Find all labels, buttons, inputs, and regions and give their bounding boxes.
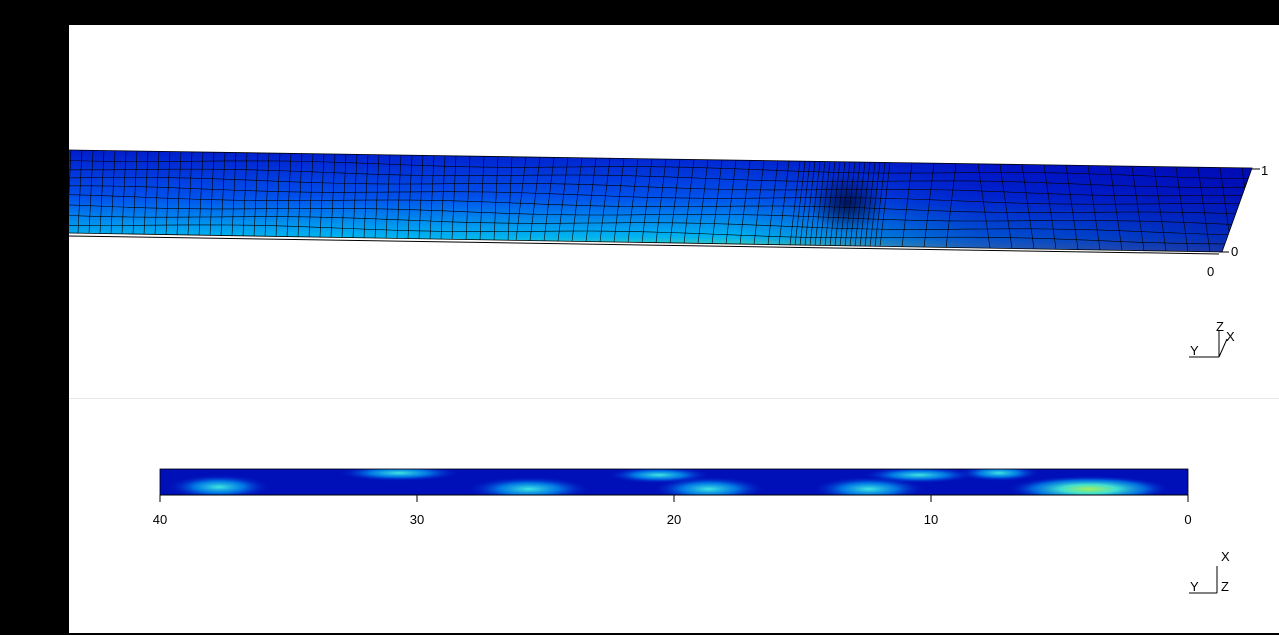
orientation-triad: Y Z X <box>1189 319 1235 358</box>
contour-strip <box>160 469 1188 495</box>
x-axis-tick-label: 0 <box>1184 512 1191 527</box>
triad-y-label: Y <box>1190 579 1199 594</box>
contour-blob <box>1009 476 1169 495</box>
triad-x-label: X <box>1221 549 1230 564</box>
contour-blob <box>814 477 924 495</box>
x-axis-tick-label: 20 <box>667 512 681 527</box>
x-axis-tick-label: 40 <box>153 512 167 527</box>
z-axis-label-top: 1 <box>1261 163 1268 178</box>
contour-blob <box>469 477 589 495</box>
x-axis-ticks: 40 30 20 10 0 <box>153 495 1192 527</box>
perspective-viewport[interactable]: 0 1 0 Y Z X <box>69 25 1279 398</box>
triad-z-label: Z <box>1221 579 1229 594</box>
contour-blob <box>339 469 459 481</box>
surface-outline <box>69 149 1253 253</box>
top-black-bar <box>0 0 1279 25</box>
contour-blob <box>654 477 764 495</box>
mesh-surface <box>69 150 1252 252</box>
top-view-viewport[interactable]: 40 30 20 10 0 X Y Z <box>69 399 1279 633</box>
triad-y-label: Y <box>1190 343 1199 358</box>
x-axis-tick-label: 10 <box>924 512 938 527</box>
contour-blob <box>169 475 269 495</box>
perspective-render: 0 1 0 Y Z X <box>69 149 1268 358</box>
triad-z-label: Z <box>1216 319 1224 334</box>
top-view-render: 40 30 20 10 0 X Y Z <box>153 468 1230 594</box>
contour-blob <box>959 469 1039 481</box>
z-axis-label-bottom: 0 <box>1231 244 1238 259</box>
top-view-triad: X Y Z <box>1189 549 1230 594</box>
x-axis-tick-label: 30 <box>410 512 424 527</box>
x-axis-label-zero: 0 <box>1207 264 1214 279</box>
triad-x-label: X <box>1226 329 1235 344</box>
surface-base-edge <box>69 235 1220 255</box>
left-black-bar <box>0 0 69 635</box>
viewport-divider <box>69 398 1279 399</box>
